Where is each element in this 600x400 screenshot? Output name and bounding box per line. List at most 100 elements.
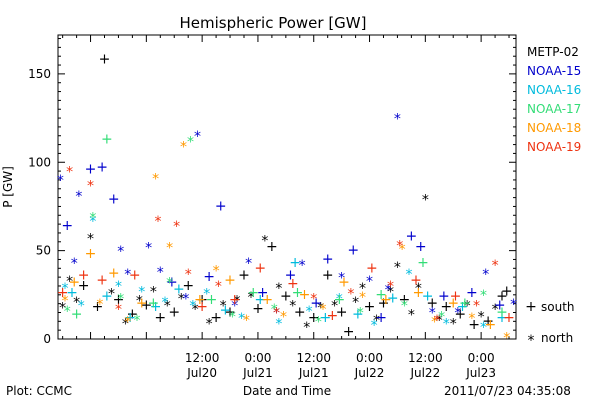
- south-point: +: [482, 313, 494, 329]
- south-point: +: [422, 289, 434, 305]
- south-point: +: [71, 306, 83, 322]
- south-point: +: [229, 292, 241, 308]
- south-point: +: [338, 274, 350, 290]
- north-point: *: [178, 292, 185, 308]
- north-point: *: [482, 267, 489, 283]
- series-noaa-18: *++*+*+***+*+*+*+*+* +*+*+* +*: [61, 140, 510, 347]
- south-point: +: [252, 301, 264, 317]
- south-point: +: [127, 306, 139, 322]
- north-point: *: [454, 306, 461, 322]
- north-point: *: [154, 214, 161, 230]
- north-point: *: [231, 299, 238, 315]
- north-point: *: [510, 297, 517, 313]
- north-point: *: [166, 240, 173, 256]
- south-point: +: [496, 304, 508, 320]
- south-point: +: [387, 290, 399, 306]
- north-point: *: [443, 316, 450, 332]
- south-point: +: [129, 267, 141, 283]
- south-point: +: [415, 239, 427, 255]
- north-point: *: [492, 258, 499, 274]
- south-point: +: [375, 287, 387, 303]
- south-point: +: [182, 278, 194, 294]
- north-point: *: [145, 240, 152, 256]
- south-point: +: [494, 297, 506, 313]
- south-point: +: [147, 296, 159, 312]
- north-point: *: [108, 286, 115, 302]
- x-tick-time-label: 0:00: [244, 351, 271, 365]
- north-point: *: [57, 173, 64, 189]
- south-point: +: [299, 287, 311, 303]
- south-point: +: [399, 292, 411, 308]
- north-point: *: [480, 320, 487, 336]
- north-point: *: [275, 316, 282, 332]
- north-point: *: [438, 309, 445, 325]
- south-point: +: [289, 255, 301, 271]
- north-point: *: [206, 316, 213, 332]
- north-point: *: [138, 285, 145, 301]
- x-tick-time-label: 12:00: [408, 351, 443, 365]
- south-point: +: [85, 161, 97, 177]
- south-point: +: [210, 310, 222, 326]
- legend-entry-noaa-17: NOAA-17: [527, 102, 581, 116]
- x-tick-date-label: Jul21: [242, 366, 273, 380]
- south-point: +: [366, 260, 378, 276]
- south-point: +: [322, 251, 334, 267]
- north-point: *: [229, 309, 236, 325]
- south-point: +: [485, 317, 497, 333]
- south-point: +: [247, 285, 259, 301]
- north-point: *: [271, 302, 278, 318]
- south-point: +: [203, 269, 215, 285]
- south-point: +: [294, 304, 306, 320]
- north-point: *: [399, 242, 406, 258]
- south-point: +: [292, 285, 304, 301]
- north-point: *: [366, 274, 373, 290]
- x-tick-time-label: 0:00: [356, 351, 383, 365]
- x-tick-date-label: Jul20: [186, 366, 217, 380]
- chart-title: Hemispheric Power [GW]: [180, 14, 367, 32]
- marker-legend: + south * north: [525, 299, 574, 349]
- legend-entry-noaa-16: NOAA-16: [527, 83, 581, 97]
- north-point: *: [357, 306, 364, 322]
- north-point: *: [115, 279, 122, 295]
- south-point: +: [459, 296, 471, 312]
- south-point: +: [364, 299, 376, 315]
- north-point: *: [134, 313, 141, 329]
- legend-entry-noaa-15: NOAA-15: [527, 64, 581, 78]
- north-point: *: [299, 258, 306, 274]
- north-point: *: [373, 313, 380, 329]
- north-point: *: [182, 292, 189, 308]
- north-point: *: [280, 309, 287, 325]
- north-point: *: [359, 281, 366, 297]
- south-point: +: [466, 285, 478, 301]
- plot-frame: [57, 34, 517, 340]
- north-point: *: [289, 299, 296, 315]
- south-point: +: [450, 289, 462, 305]
- south-point: +: [326, 308, 338, 324]
- north-point: *: [180, 140, 187, 156]
- north-point: *: [429, 306, 436, 322]
- south-point: +: [215, 198, 227, 214]
- south-point: +: [85, 246, 97, 262]
- south-point: +: [333, 292, 345, 308]
- south-point: +: [447, 296, 459, 312]
- series-noaa-19: +*+*+*+* **+*++*+*+*+**+*+**+: [57, 164, 515, 328]
- south-point: +: [496, 289, 508, 305]
- south-point: +: [173, 282, 185, 298]
- north-point: *: [164, 299, 171, 315]
- legend: METP-02 NOAA-15 NOAA-16 NOAA-17 NOAA-18 NOAA-…: [527, 45, 581, 154]
- north-point: *: [315, 315, 322, 331]
- south-point: +: [261, 292, 273, 308]
- x-tick-date-label: Jul23: [465, 366, 496, 380]
- south-point: +: [96, 273, 108, 289]
- south-point: +: [454, 306, 466, 322]
- south-point: +: [99, 52, 111, 68]
- north-point: *: [394, 111, 401, 127]
- south-point: +: [266, 239, 278, 255]
- north-point: *: [275, 281, 282, 297]
- north-point: *: [75, 189, 82, 205]
- x-tick-time-label: 0:00: [468, 351, 495, 365]
- legend-entry-noaa-18: NOAA-18: [527, 121, 581, 135]
- south-point: +: [501, 283, 513, 299]
- south-point: +: [101, 289, 113, 305]
- north-point: *: [387, 285, 394, 301]
